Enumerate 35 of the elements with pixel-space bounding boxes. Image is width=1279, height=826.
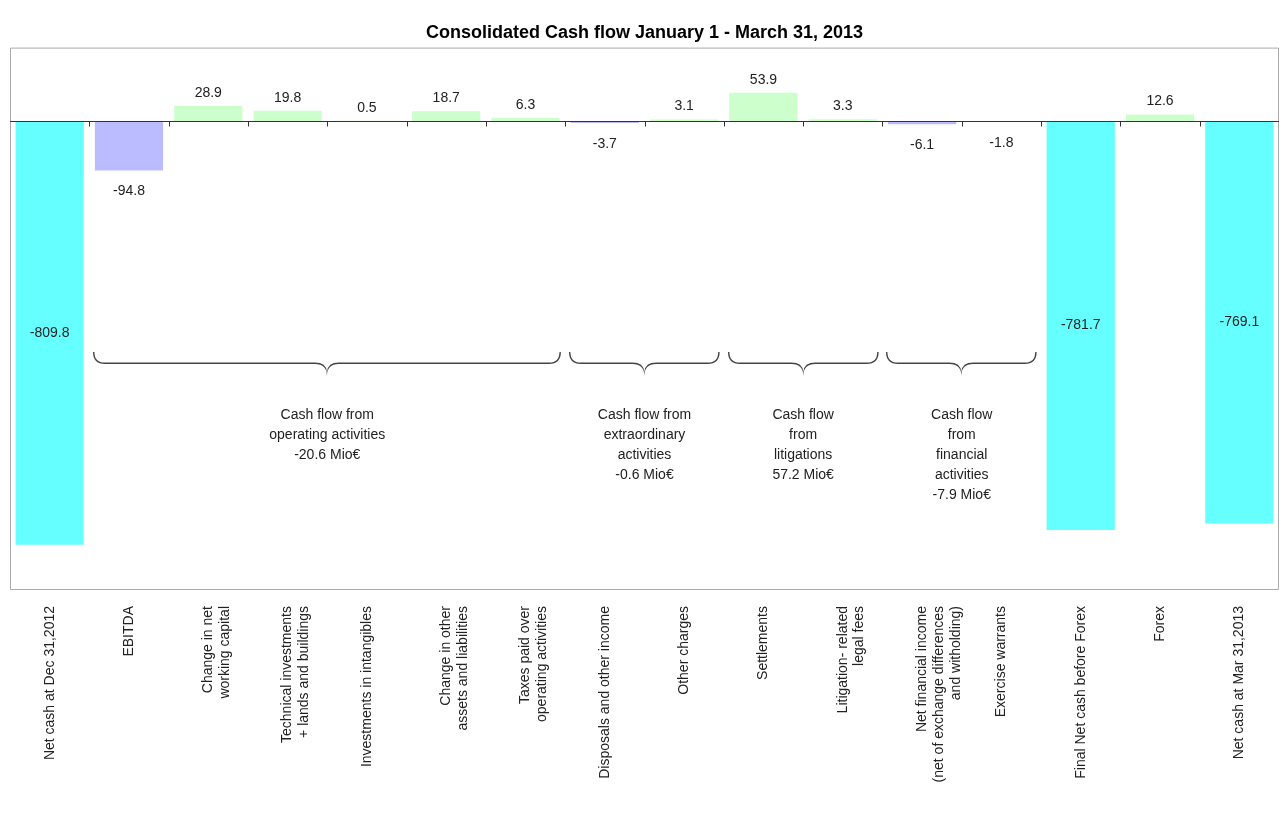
- x-tick-label: Net cash at Mar 31,2013: [1230, 605, 1247, 760]
- x-tick-label: Change in net working capital: [199, 605, 232, 700]
- x-tick-label: Exercise warrants: [992, 606, 1009, 718]
- data-label: 12.6: [1146, 92, 1174, 109]
- annotation: Cash flow from litigations 57.2 Mio€: [772, 405, 834, 484]
- annotation: Cash flow from operating activities -20.6 Mio€: [269, 405, 386, 464]
- x-tick-label: Litigation- related legal fees: [833, 606, 867, 714]
- data-label: -1.8: [989, 133, 1014, 150]
- data-label: 28.9: [194, 83, 223, 100]
- data-label: 3.3: [833, 97, 853, 114]
- x-tick-label: Investments in intangibles: [357, 606, 374, 768]
- x-tick-label: EBITDA: [119, 605, 136, 657]
- x-tick-label: Change in other assets and liabilities: [437, 605, 470, 731]
- chart-title: Consolidated Cash flow January 1 - March 31, 2013: [425, 21, 864, 42]
- x-tick-label: Disposals and other income: [595, 605, 612, 779]
- data-label: 19.8: [273, 88, 302, 105]
- x-tick-label: Net cash at Dec 31,2012: [40, 605, 57, 761]
- annotation: Cash flow from extraordinary activities -0.6 Mio€: [597, 405, 692, 484]
- data-label: -809.8: [29, 323, 70, 340]
- annotation: Cash flow from financial activities -7.9 Mio€: [931, 405, 993, 504]
- data-label: 53.9: [749, 70, 778, 87]
- data-label: 18.7: [432, 89, 461, 106]
- data-label: -769.1: [1219, 313, 1260, 330]
- data-label: 6.3: [515, 95, 536, 112]
- x-tick-label: Forex: [1150, 606, 1167, 642]
- x-tick-label: Other charges: [675, 606, 692, 695]
- data-label: -6.1: [910, 136, 935, 153]
- x-tick-label: Settlements: [754, 606, 771, 680]
- x-tick-label: Net financial income (net of exchange differences and witholding): [912, 605, 963, 783]
- data-label: -781.7: [1060, 316, 1101, 333]
- data-label: 3.1: [674, 97, 695, 114]
- x-tick-label: Final Net cash before Forex: [1071, 606, 1088, 779]
- data-label: -94.8: [113, 182, 146, 199]
- data-label: -3.7: [592, 134, 618, 151]
- data-label: 0.5: [357, 98, 377, 115]
